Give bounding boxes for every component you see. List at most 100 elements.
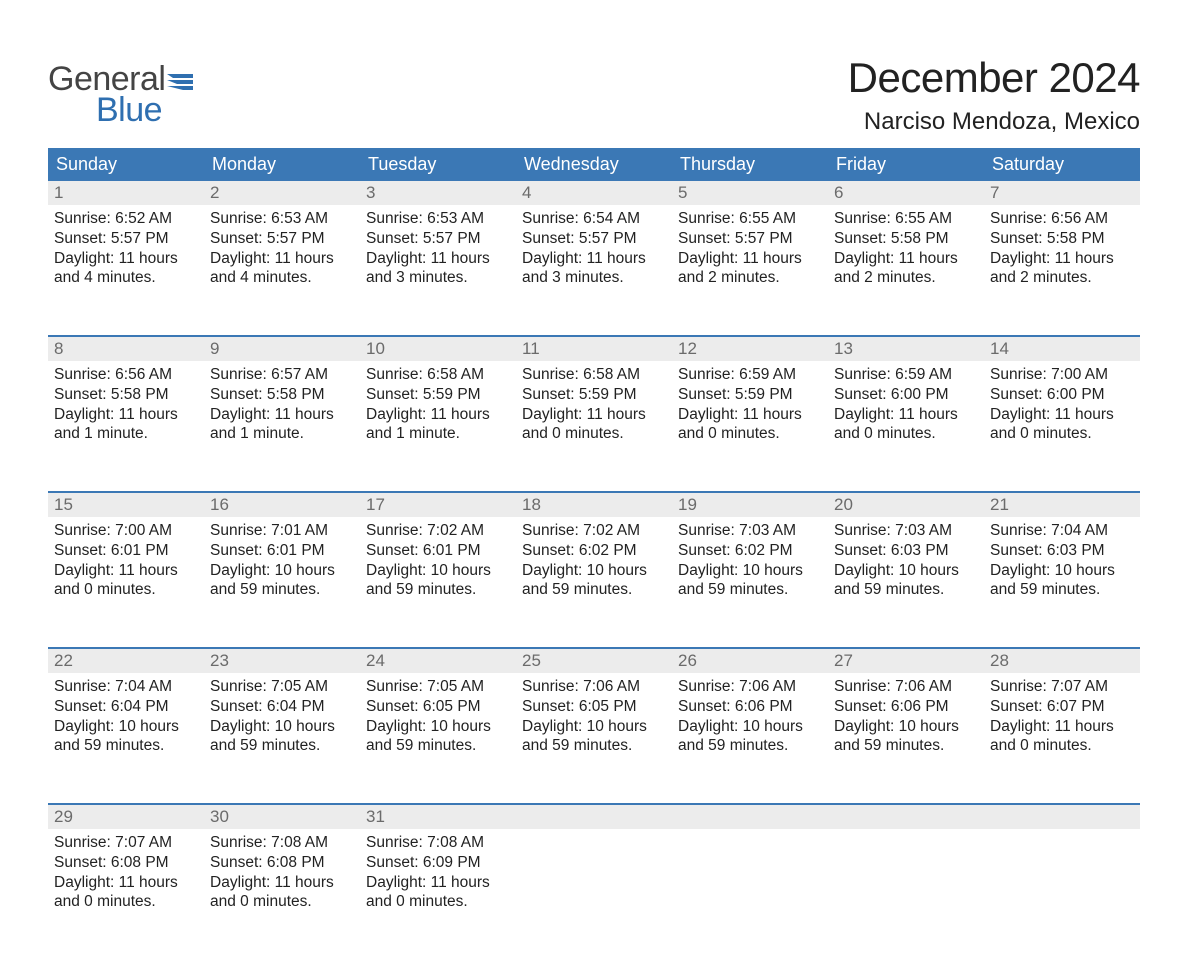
day-day2: and 59 minutes. <box>54 736 198 756</box>
day-day1: Daylight: 11 hours <box>54 873 198 893</box>
day-cell: Sunrise: 7:08 AMSunset: 6:09 PMDaylight:… <box>360 829 516 947</box>
day-sunset: Sunset: 6:03 PM <box>990 541 1134 561</box>
day-cell: Sunrise: 6:55 AMSunset: 5:57 PMDaylight:… <box>672 205 828 323</box>
day-cell: Sunrise: 7:06 AMSunset: 6:06 PMDaylight:… <box>672 673 828 791</box>
day-cell <box>672 829 828 947</box>
weekday-header: Friday <box>828 148 984 181</box>
day-sunrise: Sunrise: 7:02 AM <box>522 521 666 541</box>
day-number: 9 <box>204 337 360 361</box>
day-sunrise: Sunrise: 7:00 AM <box>990 365 1134 385</box>
day-cell: Sunrise: 7:00 AMSunset: 6:01 PMDaylight:… <box>48 517 204 635</box>
day-cell: Sunrise: 6:58 AMSunset: 5:59 PMDaylight:… <box>516 361 672 479</box>
day-number: 2 <box>204 181 360 205</box>
day-body: Sunrise: 6:55 AMSunset: 5:57 PMDaylight:… <box>672 205 828 288</box>
day-cell: Sunrise: 6:58 AMSunset: 5:59 PMDaylight:… <box>360 361 516 479</box>
weekday-header: Monday <box>204 148 360 181</box>
day-cell <box>828 829 984 947</box>
weekday-header-row: Sunday Monday Tuesday Wednesday Thursday… <box>48 148 1140 181</box>
day-cell: Sunrise: 7:07 AMSunset: 6:08 PMDaylight:… <box>48 829 204 947</box>
day-body <box>828 829 984 833</box>
day-day2: and 59 minutes. <box>990 580 1134 600</box>
day-day2: and 59 minutes. <box>522 736 666 756</box>
logo-word-blue: Blue <box>96 91 193 130</box>
day-day1: Daylight: 10 hours <box>210 717 354 737</box>
day-sunrise: Sunrise: 7:05 AM <box>366 677 510 697</box>
day-day1: Daylight: 10 hours <box>678 561 822 581</box>
day-number: 10 <box>360 337 516 361</box>
day-body: Sunrise: 7:02 AMSunset: 6:02 PMDaylight:… <box>516 517 672 600</box>
day-number: 31 <box>360 805 516 829</box>
day-cell: Sunrise: 6:53 AMSunset: 5:57 PMDaylight:… <box>204 205 360 323</box>
day-cell: Sunrise: 6:52 AMSunset: 5:57 PMDaylight:… <box>48 205 204 323</box>
day-cell: Sunrise: 6:54 AMSunset: 5:57 PMDaylight:… <box>516 205 672 323</box>
calendar-grid: Sunday Monday Tuesday Wednesday Thursday… <box>48 148 1140 959</box>
logo: General Blue <box>48 54 193 130</box>
day-day2: and 0 minutes. <box>990 736 1134 756</box>
day-number: 28 <box>984 649 1140 673</box>
day-number-row: 891011121314 <box>48 335 1140 361</box>
month-title: December 2024 <box>848 54 1140 102</box>
day-number: 6 <box>828 181 984 205</box>
day-day1: Daylight: 10 hours <box>210 561 354 581</box>
day-day1: Daylight: 10 hours <box>366 561 510 581</box>
day-sunrise: Sunrise: 6:55 AM <box>678 209 822 229</box>
day-cell: Sunrise: 7:02 AMSunset: 6:01 PMDaylight:… <box>360 517 516 635</box>
day-sunrise: Sunrise: 6:59 AM <box>834 365 978 385</box>
day-day2: and 0 minutes. <box>522 424 666 444</box>
day-day1: Daylight: 11 hours <box>522 405 666 425</box>
day-sunset: Sunset: 6:08 PM <box>54 853 198 873</box>
day-cell: Sunrise: 6:57 AMSunset: 5:58 PMDaylight:… <box>204 361 360 479</box>
day-day1: Daylight: 11 hours <box>210 405 354 425</box>
day-number: 20 <box>828 493 984 517</box>
day-cell: Sunrise: 7:07 AMSunset: 6:07 PMDaylight:… <box>984 673 1140 791</box>
day-sunrise: Sunrise: 7:03 AM <box>834 521 978 541</box>
row-spacer <box>48 323 1140 335</box>
day-day2: and 3 minutes. <box>522 268 666 288</box>
day-number: 12 <box>672 337 828 361</box>
day-sunset: Sunset: 6:06 PM <box>834 697 978 717</box>
title-block: December 2024 Narciso Mendoza, Mexico <box>848 54 1140 136</box>
day-number <box>672 805 828 829</box>
day-cell: Sunrise: 6:55 AMSunset: 5:58 PMDaylight:… <box>828 205 984 323</box>
day-body: Sunrise: 7:00 AMSunset: 6:01 PMDaylight:… <box>48 517 204 600</box>
day-sunrise: Sunrise: 6:59 AM <box>678 365 822 385</box>
flag-icon <box>167 74 193 92</box>
day-cell: Sunrise: 6:56 AMSunset: 5:58 PMDaylight:… <box>984 205 1140 323</box>
day-sunset: Sunset: 6:07 PM <box>990 697 1134 717</box>
day-body: Sunrise: 7:05 AMSunset: 6:05 PMDaylight:… <box>360 673 516 756</box>
day-sunrise: Sunrise: 7:03 AM <box>678 521 822 541</box>
day-body: Sunrise: 7:07 AMSunset: 6:08 PMDaylight:… <box>48 829 204 912</box>
day-body: Sunrise: 7:08 AMSunset: 6:08 PMDaylight:… <box>204 829 360 912</box>
day-body: Sunrise: 6:53 AMSunset: 5:57 PMDaylight:… <box>204 205 360 288</box>
day-body: Sunrise: 7:06 AMSunset: 6:06 PMDaylight:… <box>672 673 828 756</box>
day-cell: Sunrise: 7:04 AMSunset: 6:03 PMDaylight:… <box>984 517 1140 635</box>
day-number: 11 <box>516 337 672 361</box>
day-body: Sunrise: 7:06 AMSunset: 6:06 PMDaylight:… <box>828 673 984 756</box>
day-cell: Sunrise: 7:03 AMSunset: 6:03 PMDaylight:… <box>828 517 984 635</box>
day-cell <box>984 829 1140 947</box>
row-spacer <box>48 635 1140 647</box>
day-day1: Daylight: 11 hours <box>366 873 510 893</box>
day-day1: Daylight: 11 hours <box>366 405 510 425</box>
day-day1: Daylight: 10 hours <box>522 561 666 581</box>
day-number: 4 <box>516 181 672 205</box>
day-sunrise: Sunrise: 7:05 AM <box>210 677 354 697</box>
day-body: Sunrise: 7:01 AMSunset: 6:01 PMDaylight:… <box>204 517 360 600</box>
day-number: 18 <box>516 493 672 517</box>
day-sunrise: Sunrise: 6:58 AM <box>522 365 666 385</box>
day-day2: and 0 minutes. <box>366 892 510 912</box>
day-day1: Daylight: 10 hours <box>522 717 666 737</box>
day-cell: Sunrise: 7:06 AMSunset: 6:05 PMDaylight:… <box>516 673 672 791</box>
day-number: 27 <box>828 649 984 673</box>
day-number: 21 <box>984 493 1140 517</box>
day-sunset: Sunset: 6:04 PM <box>54 697 198 717</box>
day-day2: and 59 minutes. <box>210 736 354 756</box>
day-body: Sunrise: 7:03 AMSunset: 6:03 PMDaylight:… <box>828 517 984 600</box>
day-sunrise: Sunrise: 6:57 AM <box>210 365 354 385</box>
day-day2: and 0 minutes. <box>210 892 354 912</box>
day-day1: Daylight: 10 hours <box>834 561 978 581</box>
day-day2: and 59 minutes. <box>522 580 666 600</box>
day-number: 8 <box>48 337 204 361</box>
day-day1: Daylight: 10 hours <box>54 717 198 737</box>
week-body-row: Sunrise: 6:56 AMSunset: 5:58 PMDaylight:… <box>48 361 1140 479</box>
